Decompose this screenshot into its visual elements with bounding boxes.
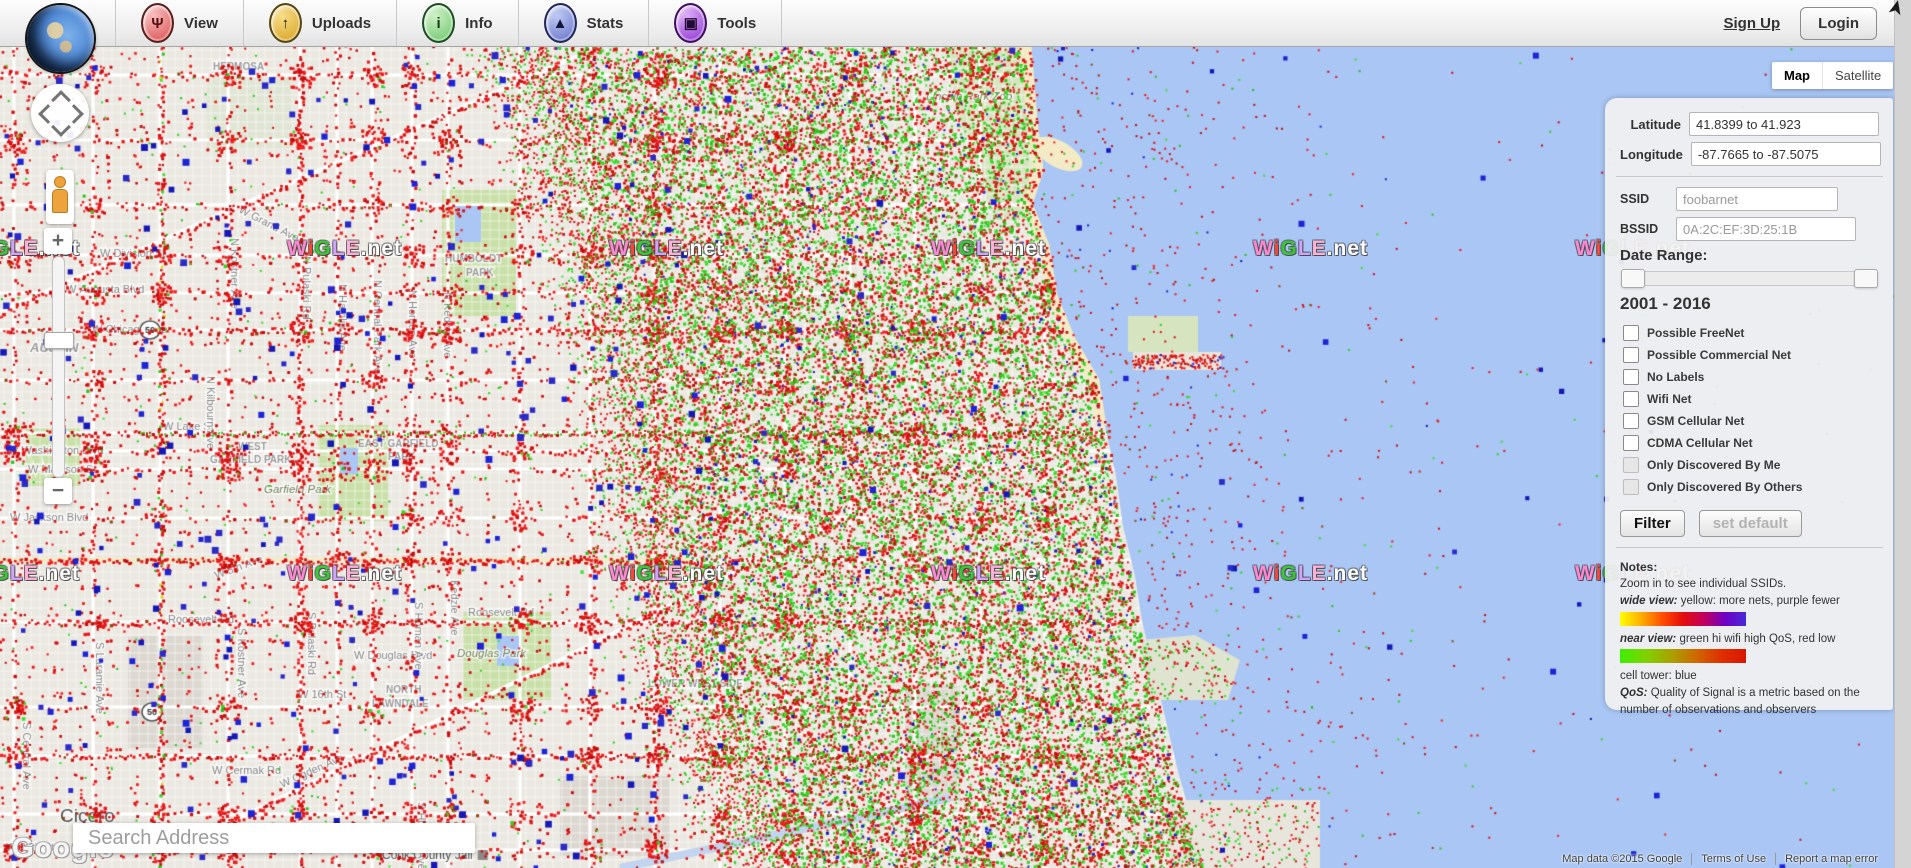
pan-control[interactable] [31,84,89,142]
date-range-value: 2001 - 2016 [1620,294,1711,313]
date-range-label: Date Range: [1620,247,1708,264]
qos-line: QoS: Quality of Signal is a metric based… [1620,687,1860,717]
pan-left-icon[interactable] [38,104,58,124]
panel-divider [1616,547,1883,548]
ssid-input[interactable] [1676,187,1838,211]
tools-icon: ▣ [674,3,708,43]
nav-item-view[interactable]: Ψ View [115,0,243,46]
search-address-box [73,823,475,853]
nav-item-uploads[interactable]: ↑ Uploads [242,0,396,46]
checkbox-only-discovered-by-me [1623,457,1639,473]
checkbox-label: No Labels [1647,370,1705,384]
ssid-label: SSID [1620,192,1650,206]
nav-item-label: Tools [717,14,757,32]
map-data-credit: Map data ©2015 Google [1562,853,1683,865]
slider-handle-min[interactable] [1621,269,1645,288]
map-type-map-button[interactable]: Map [1772,62,1822,89]
checkbox-possible-freenet[interactable] [1623,325,1639,341]
notes-section: Notes: Zoom in to see individual SSIDs. … [1620,558,1879,720]
map-viewport: WiGLE.netWiGLE.netWiGLE.netWiGLE.netWiGL… [0,46,1911,868]
longitude-label: Longitude [1620,146,1683,162]
filter-option-row: Possible Commercial Net [1623,344,1879,366]
main-nav: Ψ View ↑ Uploads i Info ▲ Stats ▣ Tools [115,0,783,46]
nav-item-label: View [184,14,218,32]
notes-title: Notes: [1620,560,1658,574]
cell-tower-line: cell tower: blue [1620,669,1697,682]
notes-zoom-line: Zoom in to see individual SSIDs. [1620,578,1787,590]
view-icon: Ψ [141,3,174,43]
nav-item-stats[interactable]: ▲ Stats [517,0,649,46]
checkbox-possible-commercial-net[interactable] [1623,347,1639,363]
map-attribution: Map data ©2015 Google Terms of Use Repor… [1553,853,1887,865]
checkbox-label: Possible Commercial Net [1647,348,1792,362]
pan-up-icon[interactable] [51,90,71,110]
cursor-icon [1888,0,1901,16]
checkbox-label: Only Discovered By Me [1647,458,1781,472]
checkbox-gsm-cellular-net[interactable] [1623,413,1639,429]
zoom-in-button[interactable]: + [44,228,72,254]
pegman-control[interactable] [46,170,74,224]
auth-area: Sign Up Login [1723,0,1877,46]
nav-item-tools[interactable]: ▣ Tools [648,0,781,46]
terms-of-use-link[interactable]: Terms of Use [1691,853,1775,865]
date-range-slider[interactable] [1621,269,1878,288]
map-type-satellite-button[interactable]: Satellite [1822,62,1894,89]
panel-divider [1616,176,1883,177]
pegman-icon [54,176,66,188]
uploads-icon: ↑ [268,3,302,43]
stats-icon: ▲ [543,3,577,43]
filter-option-row: Only Discovered By Others [1623,476,1879,498]
wide-view-line: wide view: yellow: more nets, purple few… [1620,595,1840,608]
filter-checkbox-list: Possible FreeNet Possible Commercial Net N… [1620,322,1879,498]
near-view-gradient [1620,648,1746,663]
nav-item-label: Stats [586,14,624,32]
checkbox-label: CDMA Cellular Net [1647,436,1753,450]
signup-link[interactable]: Sign Up [1723,14,1781,32]
zoom-slider-handle[interactable] [44,332,74,349]
longitude-input[interactable] [1690,142,1881,166]
checkbox-only-discovered-by-others [1623,479,1639,495]
checkbox-label: Possible FreeNet [1647,326,1745,340]
page-scrollbar[interactable] [1894,0,1911,868]
login-button[interactable]: Login [1800,6,1877,40]
slider-handle-max[interactable] [1854,269,1878,288]
zoom-slider-track[interactable] [52,256,65,478]
checkbox-label: Wifi Net [1647,392,1692,406]
set-default-button: set default [1698,510,1802,537]
nav-item-label: Info [465,14,493,32]
filter-button[interactable]: Filter [1620,510,1685,537]
wigle-globe-logo[interactable] [27,5,94,72]
filter-option-row: CDMA Cellular Net [1623,432,1879,454]
map-type-control: Map Satellite [1772,62,1894,89]
checkbox-label: GSM Cellular Net [1647,414,1745,428]
map-canvas[interactable] [0,46,1911,868]
filter-option-row: GSM Cellular Net [1623,410,1879,432]
top-navbar: Ψ View ↑ Uploads i Info ▲ Stats ▣ Tools Sign Up L… [0,0,1911,72]
info-icon: i [422,3,456,43]
latitude-label: Latitude [1630,116,1681,132]
filter-option-row: No Labels [1623,366,1879,388]
checkbox-label: Only Discovered By Others [1647,480,1803,494]
filter-option-row: Only Discovered By Me [1623,454,1879,476]
checkbox-wifi-net[interactable] [1623,391,1639,407]
nav-item-info[interactable]: i Info [396,0,518,46]
checkbox-cdma-cellular-net[interactable] [1623,435,1639,451]
report-map-error-link[interactable]: Report a map error [1775,853,1887,865]
near-view-line: near view: green hi wifi high QoS, red l… [1620,632,1836,645]
bssid-label: BSSID [1620,222,1659,236]
pan-down-icon[interactable] [51,117,71,137]
filter-option-row: Wifi Net [1623,388,1879,410]
filter-option-row: Possible FreeNet [1623,322,1879,344]
latitude-input[interactable] [1689,112,1879,136]
nav-item-label: Uploads [311,14,372,32]
search-address-input[interactable] [73,823,475,853]
zoom-out-button[interactable]: − [44,478,72,504]
pan-right-icon[interactable] [64,104,84,124]
wide-view-gradient [1620,611,1746,626]
bssid-input[interactable] [1676,217,1856,241]
checkbox-no-labels[interactable] [1623,369,1639,385]
filter-panel: Latitude Longitude SSID BSSID Date Range… [1605,98,1893,716]
